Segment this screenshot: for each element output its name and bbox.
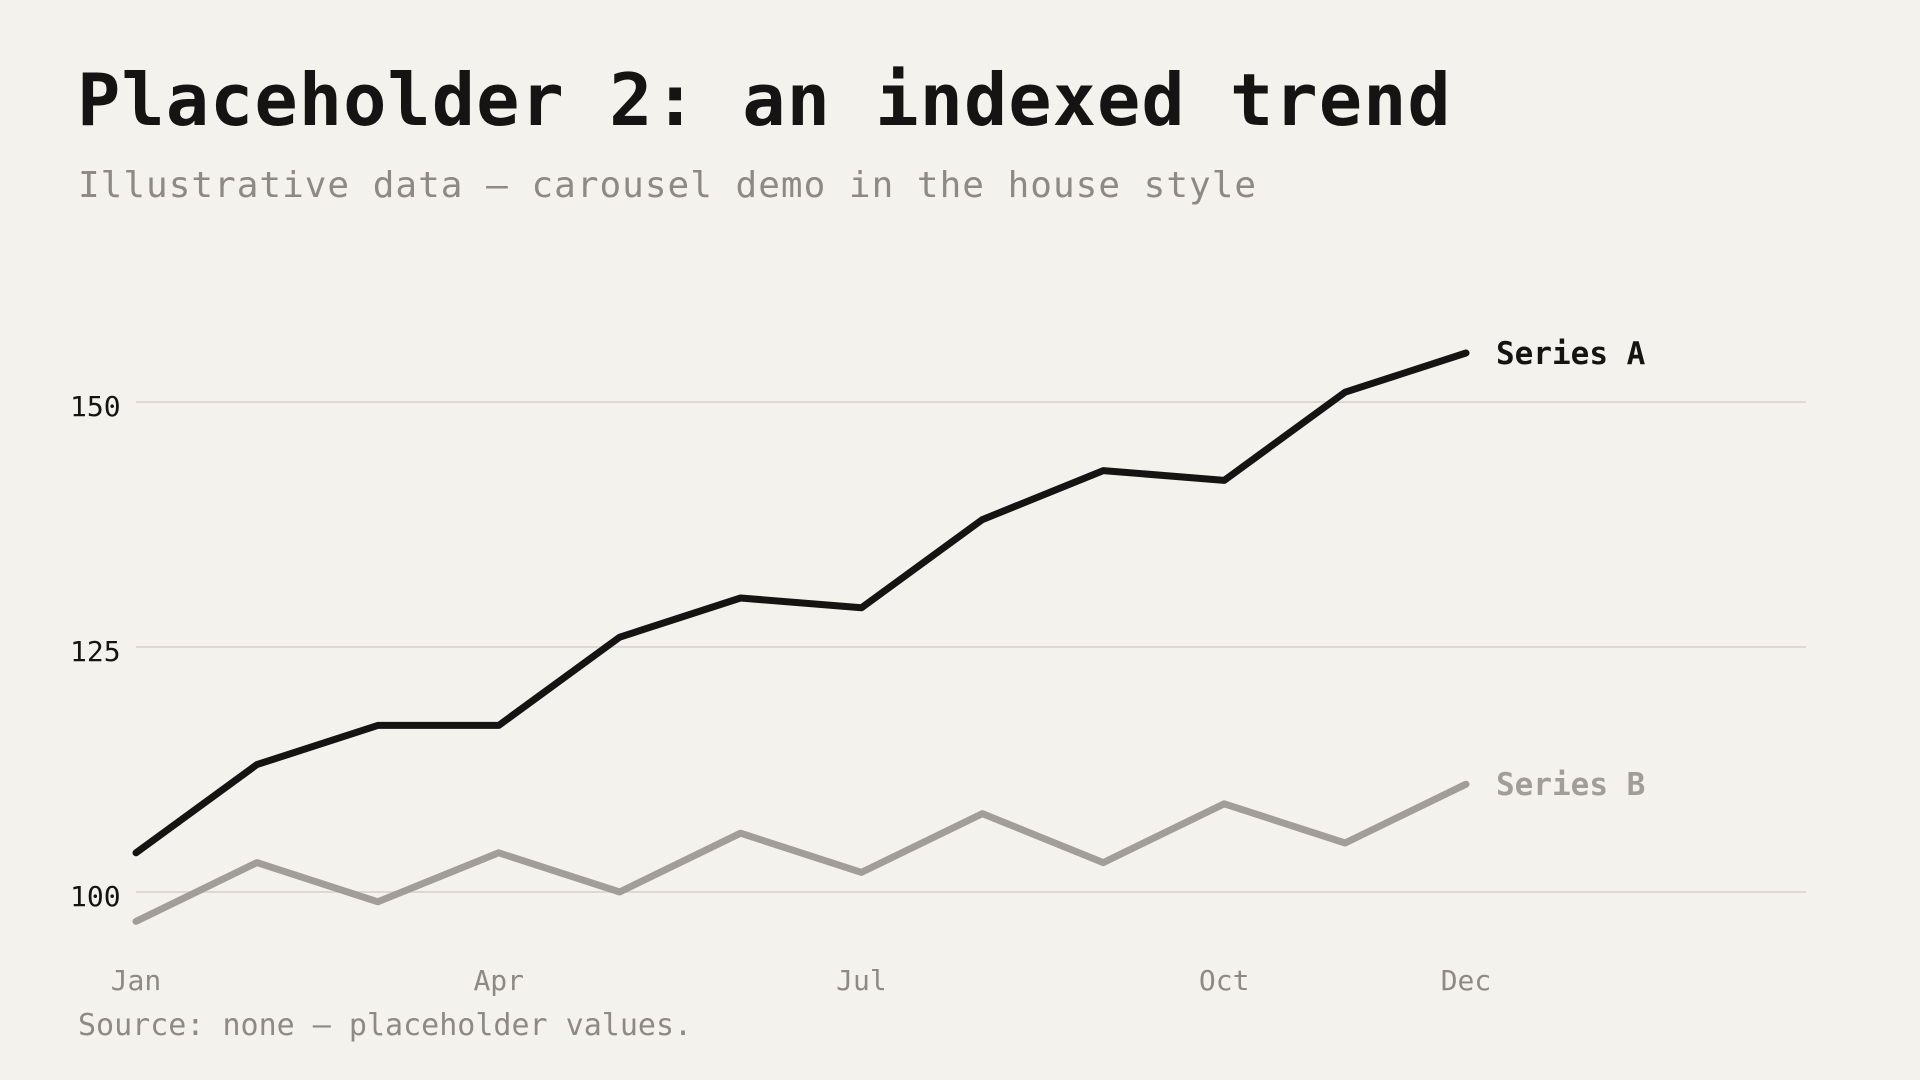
- x-tick-label: Jul: [836, 964, 887, 997]
- series-lines: [132, 349, 1470, 925]
- x-tick-label: Oct: [1199, 964, 1250, 997]
- gridlines: [136, 401, 1806, 893]
- series-line-b: [132, 780, 1470, 925]
- x-tick-label: Dec: [1441, 964, 1492, 997]
- y-tick-label: 150: [70, 390, 121, 423]
- x-tick-label: Jan: [111, 964, 162, 997]
- y-tick-label: 100: [70, 880, 121, 913]
- chart-subtitle: Illustrative data — carousel demo in the…: [78, 165, 1258, 206]
- series-labels: Series A Series B: [1496, 336, 1646, 803]
- x-axis-ticks: Jan Apr Jul Oct Dec: [111, 964, 1492, 997]
- y-axis-ticks: 100 125 150: [70, 390, 121, 913]
- series-label-a: Series A: [1496, 336, 1646, 372]
- x-tick-label: Apr: [473, 964, 524, 997]
- chart-title: Placeholder 2: an indexed trend: [77, 58, 1452, 142]
- y-tick-label: 125: [70, 635, 121, 668]
- series-label-b: Series B: [1496, 767, 1645, 803]
- source-note: Source: none — placeholder values.: [78, 1008, 693, 1043]
- series-line-a: [132, 349, 1470, 857]
